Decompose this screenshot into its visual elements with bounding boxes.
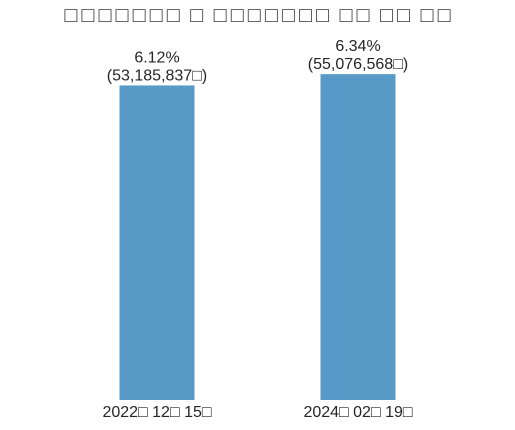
bar-count-label-1: (53,185,837□) bbox=[107, 67, 207, 84]
x-tick-label-1: 2022□ 12□ 15□ bbox=[102, 404, 211, 421]
chart-title: □□□□□□□ □ □□□□□□□ □□ □□ □□ bbox=[63, 5, 453, 25]
bar-value-label-1: 6.12% bbox=[134, 49, 179, 66]
bar-2 bbox=[320, 74, 396, 400]
x-tick-label-2: 2024□ 02□ 19□ bbox=[303, 404, 412, 421]
labels-group: 6.12%(53,185,837□) 2022□ 12□ 15□ 6.34%(55,… bbox=[102, 38, 412, 421]
bar-count-label-2: (55,076,568□) bbox=[308, 56, 408, 73]
bar-value-label-2: 6.34% bbox=[335, 38, 380, 55]
bar-1 bbox=[119, 85, 195, 400]
bars-group bbox=[119, 74, 396, 400]
